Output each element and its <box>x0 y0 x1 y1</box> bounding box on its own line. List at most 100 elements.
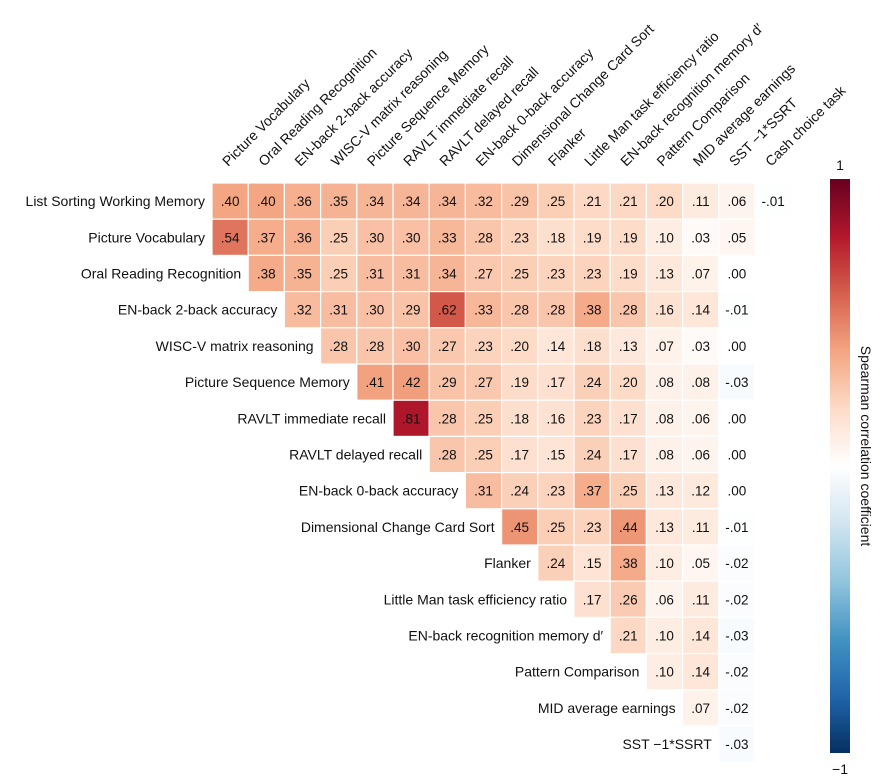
heatmap-cell <box>573 399 611 438</box>
heatmap-cell <box>681 616 720 655</box>
heatmap-cell <box>211 182 249 220</box>
cell-value-label: .10 <box>655 629 674 644</box>
heatmap-cell <box>681 689 720 727</box>
cell-value-label: .11 <box>692 520 710 535</box>
cell-value-label: .27 <box>474 375 493 390</box>
cell-value-label: .27 <box>438 339 457 354</box>
cell-value-label: .41 <box>366 375 385 390</box>
heatmap-matrix: .40 .40 .36 .35 .34 .34 .34 .32 .29 .25 .21 .21 .20.… <box>211 182 792 763</box>
heatmap-cell <box>392 291 430 329</box>
heatmap-cell <box>645 218 684 256</box>
cell-value-label: .24 <box>510 484 529 499</box>
cell-value-label: .29 <box>510 194 529 209</box>
cell-value-label: .10 <box>655 665 674 680</box>
cell-value-label: .26 <box>619 592 638 607</box>
cell-value-label: .38 <box>257 267 276 282</box>
cell-value-label: .40 <box>257 194 276 209</box>
cell-value-label: .34 <box>438 267 457 282</box>
heatmap-cell <box>645 363 684 401</box>
heatmap-cell <box>609 616 648 655</box>
heatmap-cell <box>464 363 503 401</box>
heatmap-cell <box>428 291 467 329</box>
heatmap-cell <box>681 544 720 582</box>
cell-value-label: .28 <box>329 339 348 354</box>
cell-value-label: .81 <box>402 411 421 426</box>
heatmap-cell <box>645 327 684 365</box>
colorbar: 1 −1 Spearman correlation coefficient <box>830 157 874 776</box>
cell-value-label: .25 <box>474 411 493 426</box>
cell-value-label: .25 <box>619 484 638 499</box>
cell-value-label: .24 <box>583 448 602 463</box>
cell-value-label: .19 <box>619 267 638 282</box>
cell-value-label: .40 <box>221 194 240 209</box>
heatmap-cell <box>501 399 539 438</box>
row-label: Little Man task efficiency ratio <box>384 591 568 607</box>
heatmap-cell <box>718 580 756 619</box>
cell-value-label: .25 <box>547 194 566 209</box>
heatmap-cell <box>718 399 756 438</box>
cell-value-label: -.03 <box>725 375 748 390</box>
heatmap-cell <box>428 254 467 293</box>
cell-value-label: -.02 <box>725 592 748 607</box>
heatmap-cell <box>464 291 503 329</box>
heatmap-cell <box>718 218 756 256</box>
row-label: MID average earnings <box>538 700 676 716</box>
heatmap-cell <box>537 182 575 220</box>
heatmap-cell <box>609 472 648 510</box>
cell-value-label: .14 <box>547 339 566 354</box>
row-label: List Sorting Working Memory <box>26 193 205 209</box>
heatmap-cell <box>573 218 611 256</box>
cell-value-label: .34 <box>438 194 457 209</box>
heatmap-cell <box>681 652 720 691</box>
cell-value-label: .03 <box>691 230 710 245</box>
cell-value-label: .16 <box>655 303 674 318</box>
cell-value-label: .33 <box>438 230 457 245</box>
cell-value-label: .11 <box>692 194 710 209</box>
cell-value-label: .37 <box>583 484 602 499</box>
cell-value-label: .17 <box>619 448 638 463</box>
cell-value-label: .27 <box>474 267 493 282</box>
heatmap-cell <box>356 218 394 256</box>
cell-value-label: .07 <box>691 267 710 282</box>
heatmap-cell <box>645 435 684 474</box>
heatmap-cell <box>537 472 575 510</box>
cell-value-label: .16 <box>547 411 566 426</box>
cell-value-label: -.01 <box>761 194 784 209</box>
heatmap-cell <box>428 363 467 401</box>
cell-value-label: .34 <box>366 194 385 209</box>
cell-value-label: .23 <box>583 520 602 535</box>
heatmap-cell <box>609 399 648 438</box>
heatmap-cell <box>609 327 648 365</box>
cell-value-label: .31 <box>366 267 385 282</box>
colorbar-min-label: −1 <box>832 761 848 776</box>
heatmap-cell <box>537 508 575 546</box>
heatmap-cell <box>320 327 358 365</box>
cell-value-label: .38 <box>619 556 638 571</box>
row-label: RAVLT delayed recall <box>289 447 422 463</box>
cell-value-label: .13 <box>655 484 674 499</box>
cell-value-label: .10 <box>655 556 674 571</box>
heatmap-cell <box>573 472 611 510</box>
row-label: EN-back 0-back accuracy <box>299 483 459 499</box>
cell-value-label: .19 <box>583 230 602 245</box>
cell-value-label: .00 <box>728 411 747 426</box>
cell-value-label: .13 <box>619 339 638 354</box>
heatmap-cell <box>718 652 756 691</box>
cell-value-label: .30 <box>402 230 421 245</box>
cell-value-label: .29 <box>402 303 421 318</box>
heatmap-cell <box>718 254 756 293</box>
cell-value-label: -.02 <box>725 701 748 716</box>
row-label: Dimensional Change Card Sort <box>301 519 495 535</box>
cell-value-label: .25 <box>510 267 529 282</box>
cell-value-label: .28 <box>438 411 457 426</box>
cell-value-label: .23 <box>547 484 566 499</box>
heatmap-cell <box>392 182 430 220</box>
cell-value-label: .35 <box>329 194 348 209</box>
cell-value-label: .03 <box>691 339 710 354</box>
heatmap-cell <box>609 580 648 619</box>
cell-value-label: .28 <box>619 303 638 318</box>
cell-value-label: .54 <box>221 230 240 245</box>
heatmap-cell <box>609 363 648 401</box>
cell-value-label: .28 <box>366 339 385 354</box>
heatmap-cell <box>392 399 430 438</box>
